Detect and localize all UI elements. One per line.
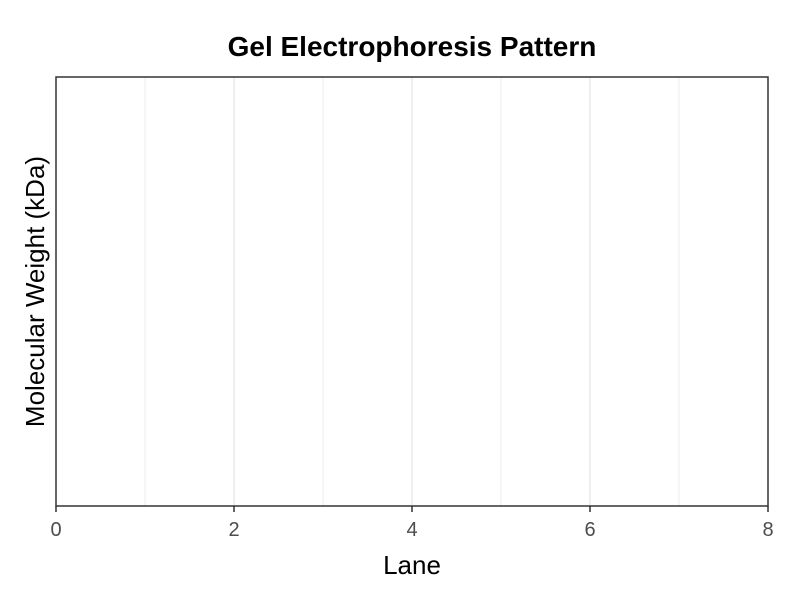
x-tick-label: 0 bbox=[50, 519, 61, 541]
x-tick-label: 6 bbox=[584, 519, 595, 541]
x-axis-ticks: 0 2 4 6 8 bbox=[50, 506, 774, 541]
x-tick-label: 2 bbox=[228, 519, 239, 541]
x-tick-label: 4 bbox=[406, 519, 417, 541]
plot-area: 0 2 4 6 8 bbox=[50, 76, 774, 541]
y-axis-title: Molecular Weight (kDa) bbox=[20, 156, 50, 427]
x-axis-title: Lane bbox=[383, 550, 441, 580]
x-tick-label: 8 bbox=[762, 519, 773, 541]
chart-title: Gel Electrophoresis Pattern bbox=[228, 31, 597, 62]
